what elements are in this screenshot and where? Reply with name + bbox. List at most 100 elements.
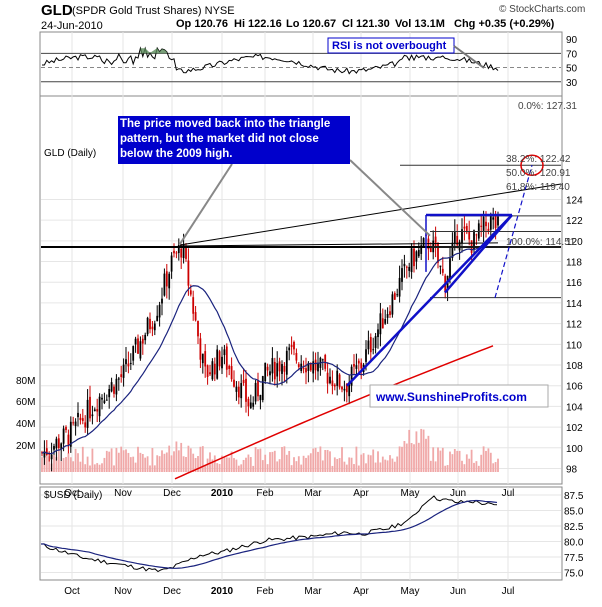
candle-body [489,215,492,230]
candle-body [237,386,240,398]
price-x-label: Nov [114,488,132,499]
candle-body [417,249,420,257]
candle-body [182,244,185,259]
usd-tick-label: 75.0 [564,569,584,580]
volume-bar [393,461,396,472]
volume-bar [461,460,463,472]
volume-bar [74,448,77,472]
candle-body [89,396,91,419]
volume-bar [360,454,363,472]
volume-bar [434,461,437,472]
volume-label-20m: 20M [16,441,35,452]
candle-body [451,242,454,258]
usd-x-label: Nov [114,586,132,597]
volume-bar [314,447,317,472]
volume-bar [367,454,370,472]
website-text: www.SunshineProfits.com [375,390,527,404]
usd-ma-line [40,499,498,569]
volume-bar [156,455,159,472]
candle-body [153,323,156,331]
price-tick-label: 116 [566,278,582,289]
candle-body [408,266,411,271]
volume-bar [463,464,466,472]
usd-x-label: Feb [256,586,274,597]
price-layer [41,207,499,480]
candle-body [213,363,216,375]
candle-body [348,382,351,397]
price-tick-label: 98 [566,464,578,475]
volume-bar [108,451,111,472]
usd-x-label: Mar [304,586,322,597]
price-x-label: May [401,488,420,499]
candle-body [65,426,67,430]
volume-bar [127,452,130,472]
price-x-label: Apr [353,488,369,499]
candle-body [144,334,147,341]
candle-body [393,293,396,300]
candle-body [269,371,271,376]
price-x-label: Mar [304,488,322,499]
volume-bar [324,450,327,472]
volume-bar [48,456,51,472]
rsi-note-text: RSI is not overbought [332,40,447,52]
candle-body [228,365,231,369]
rsi-tick-label: 70 [566,49,578,60]
candle-body [110,382,113,392]
candle-body [194,312,197,321]
candle-body [290,344,293,348]
volume-bar [302,455,305,472]
candle-body [129,362,132,364]
volume-bar [93,464,96,472]
usd-x-label: 2010 [211,586,234,597]
volume-bar [446,465,449,472]
candle-body [441,268,444,273]
candle-body [461,229,463,244]
candle-body [264,362,267,382]
volume-bar [307,455,310,472]
volume-bar [247,454,250,472]
candle-body [458,241,461,251]
volume-bar [165,452,168,472]
volume-bar [117,452,120,472]
candle-body [437,242,439,263]
volume-bar [413,444,415,472]
rsi-line [41,46,499,75]
candle-body [321,359,324,361]
candle-body [189,290,192,295]
volume-bar [139,452,142,472]
candle-body [259,394,262,401]
volume-bar [477,465,480,472]
candle-body [326,372,329,384]
volume-bar [269,452,271,472]
candle-body [307,362,310,371]
candle-body [369,337,372,353]
rsi-tick-label: 50 [566,64,578,75]
volume-bar [223,456,226,472]
rsi-layer [41,46,499,75]
volume-bar [429,460,432,472]
target-circle [520,154,544,176]
volume-bar [43,457,46,472]
candle-body [180,248,183,258]
usd-x-label: Apr [353,586,369,597]
volume-bar [218,463,221,472]
volume-bar [396,456,399,472]
candle-body [60,443,63,450]
volume-bar [141,454,144,472]
volume-bar [192,453,195,472]
price-tick-label: 100 [566,444,583,455]
candle-body [283,365,286,372]
candle-body [218,351,221,367]
candle-body [302,367,305,370]
volume-bar [389,455,391,472]
candle-body [485,221,487,227]
candle-body [252,402,255,407]
volume-bar [177,450,180,472]
candle-body [151,326,154,330]
volume-bar [151,447,154,472]
candle-body [84,422,87,428]
candle-body [305,368,307,373]
candle-body [429,246,432,253]
volume-bar [77,453,79,472]
candle-body [156,315,159,322]
